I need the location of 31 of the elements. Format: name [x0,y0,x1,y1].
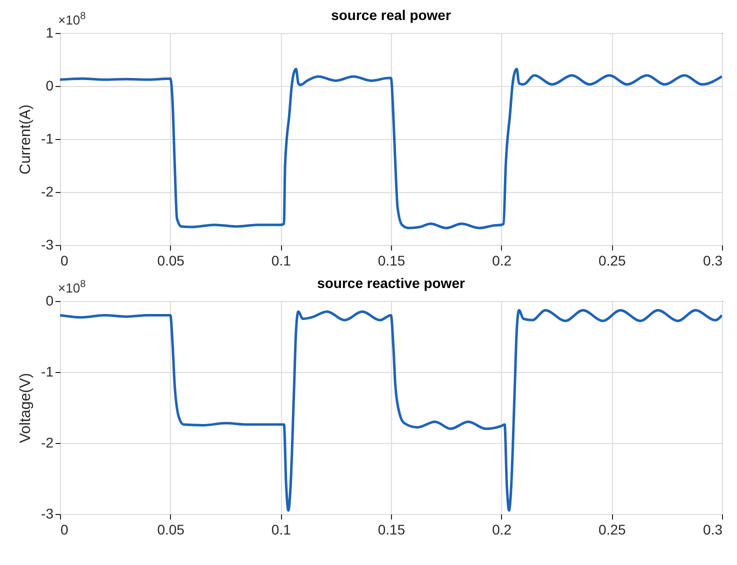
x-tick-label: 0.25 [598,252,626,268]
y-tick-label: 0 [46,78,54,94]
x-tick-label: 0 [60,252,68,268]
y-tick-label: -3 [41,506,54,522]
chart-title: source reactive power [317,275,466,291]
x-tick-label: 0 [60,522,68,538]
y-tick-label: 1 [46,24,54,40]
line-series [60,68,722,230]
x-tick-label: 0.2 [492,522,512,538]
x-tick-label: 0.25 [598,522,626,538]
y-tick-label: -1 [41,364,54,380]
y-tick-label: -2 [41,434,54,450]
text: ×10$^{8}$ [58,279,86,296]
line-series [60,308,722,512]
x-tick-label: 0.1 [271,252,292,268]
y-tick-label: 0 [46,292,54,308]
y-axis-title: Voltage(V) [17,372,34,444]
y-tick-label: -3 [41,236,54,252]
y-tick-label: -2 [41,184,54,200]
y-tick-label: -1 [41,130,54,146]
text: ×10$^{8}$ [58,11,86,28]
x-tick-label: 0.05 [157,252,185,268]
x-tick-label: 0.15 [378,252,406,268]
x-tick-label: 0.15 [378,522,406,538]
x-tick-label: 0.3 [703,522,723,538]
x-tick-label: 0.1 [271,522,292,538]
chart-title: source real power [331,7,452,23]
x-tick-label: 0.2 [492,252,512,268]
x-tick-label: 0.3 [703,252,723,268]
y-axis-title: Current(A) [17,104,34,175]
x-tick-label: 0.05 [157,522,185,538]
